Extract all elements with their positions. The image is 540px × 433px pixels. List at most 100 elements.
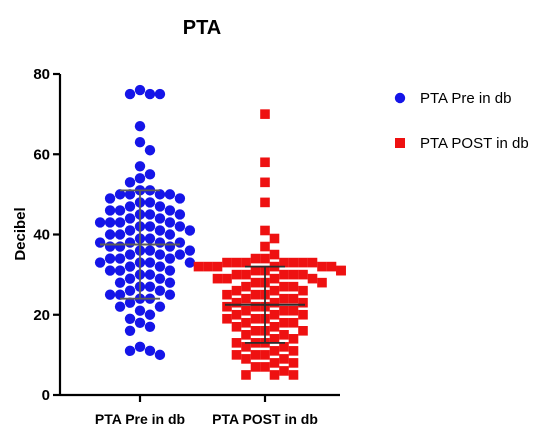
data-point	[231, 338, 242, 348]
data-point	[144, 281, 156, 292]
data-point	[222, 289, 232, 300]
data-point	[124, 297, 136, 308]
data-point	[279, 366, 289, 376]
x-axis: PTA Pre in db PTA POST in db	[60, 393, 340, 427]
data-point	[260, 241, 270, 252]
data-point	[298, 257, 308, 268]
data-point	[279, 305, 289, 316]
data-point	[144, 197, 156, 208]
data-point	[104, 229, 116, 240]
data-point	[222, 301, 232, 312]
data-point	[241, 269, 251, 280]
data-point	[260, 225, 270, 236]
plot-area	[94, 84, 346, 380]
data-point	[114, 253, 126, 264]
data-point	[154, 213, 166, 224]
data-point	[241, 354, 251, 364]
data-point	[144, 257, 156, 268]
data-point	[144, 145, 156, 156]
data-point	[144, 169, 156, 180]
data-point	[250, 265, 261, 276]
data-point	[124, 237, 136, 248]
data-point	[154, 225, 166, 236]
data-point	[124, 261, 136, 272]
data-point	[164, 265, 176, 276]
data-point	[114, 301, 126, 312]
data-point	[184, 245, 196, 256]
data-point	[184, 257, 196, 268]
data-point	[269, 358, 280, 368]
data-point	[288, 293, 299, 304]
data-point	[269, 309, 280, 320]
data-point	[114, 205, 126, 216]
data-point	[231, 309, 242, 320]
data-point	[124, 189, 136, 200]
data-point	[134, 305, 146, 316]
data-point	[124, 325, 136, 336]
data-point	[241, 305, 251, 316]
series-2	[193, 109, 346, 380]
data-point	[144, 345, 156, 357]
data-point	[144, 233, 156, 244]
data-point	[260, 177, 270, 188]
data-point	[250, 362, 261, 372]
data-point	[154, 249, 166, 260]
data-point	[269, 249, 280, 260]
data-point	[317, 277, 327, 288]
data-point	[222, 313, 232, 324]
data-point	[114, 217, 126, 228]
data-point	[260, 362, 270, 372]
data-point	[124, 249, 136, 260]
data-point	[114, 277, 126, 288]
data-point	[279, 330, 289, 340]
data-point	[144, 209, 156, 220]
data-point	[184, 225, 196, 236]
data-point	[154, 301, 166, 312]
data-point	[212, 273, 223, 284]
data-point	[288, 358, 299, 368]
data-point	[164, 229, 176, 240]
data-point	[279, 293, 289, 304]
data-point	[134, 341, 146, 353]
data-point	[269, 273, 280, 284]
data-point	[134, 120, 146, 132]
data-point	[288, 269, 299, 280]
data-point	[94, 257, 106, 268]
data-point	[269, 346, 280, 356]
data-point	[124, 201, 136, 212]
y-tick-label: 60	[33, 146, 50, 163]
data-point	[269, 370, 280, 380]
legend-label: PTA Pre in db	[420, 90, 511, 107]
data-point	[124, 273, 136, 284]
legend-label: PTA POST in db	[420, 135, 529, 152]
data-point	[231, 269, 242, 280]
data-point	[241, 293, 251, 304]
data-point	[124, 225, 136, 236]
chart-title: PTA	[183, 17, 222, 39]
data-point	[241, 257, 251, 268]
data-point	[154, 237, 166, 248]
data-point	[154, 189, 166, 200]
legend-marker-square	[395, 138, 405, 148]
y-tick-label: 80	[33, 66, 50, 83]
data-point	[269, 233, 280, 244]
legend: PTA Pre in db PTA POST in db	[394, 90, 529, 152]
data-point	[134, 84, 146, 96]
data-point	[260, 157, 270, 168]
data-point	[124, 345, 136, 357]
data-point	[288, 346, 299, 356]
data-point	[326, 261, 337, 272]
data-point	[241, 281, 251, 292]
data-point	[114, 189, 126, 200]
data-point	[144, 221, 156, 232]
data-point	[317, 261, 327, 272]
y-tick-label: 0	[42, 387, 50, 404]
data-point	[288, 281, 299, 292]
data-point	[212, 261, 223, 272]
data-point	[241, 370, 251, 380]
data-point	[222, 257, 232, 268]
data-point	[94, 217, 106, 228]
data-point	[164, 217, 176, 228]
data-point	[241, 342, 251, 352]
